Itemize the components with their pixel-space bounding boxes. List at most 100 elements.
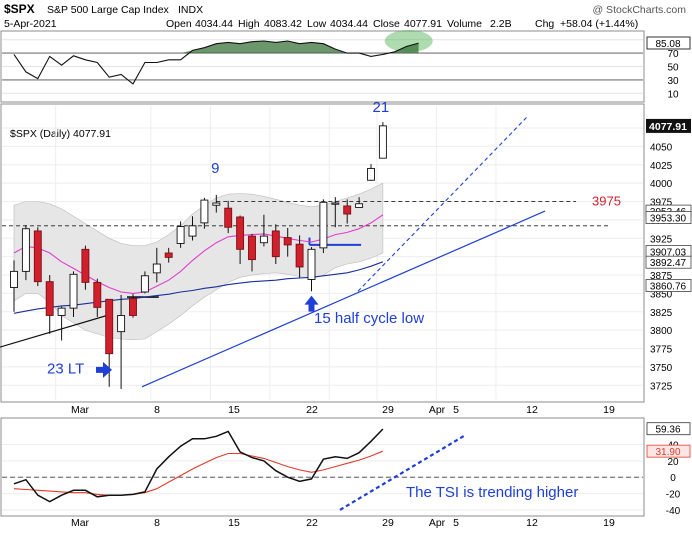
tsi-panel-frame [1, 418, 644, 516]
high-value: 4083.42 [264, 18, 302, 30]
half-cycle-label: 15 half cycle low [314, 310, 424, 327]
x-tick-label-bottom: Apr [429, 517, 446, 529]
price-tick-label: 3725 [650, 381, 673, 392]
price-badge-value: 3860.76 [650, 282, 687, 293]
candle-body [70, 274, 77, 308]
candle-body [130, 299, 137, 316]
candle-body [225, 208, 232, 227]
candle-body [249, 236, 256, 260]
candle-body [296, 244, 303, 267]
price-tick-label: 4000 [650, 179, 673, 190]
tsi-last-value: 59.36 [655, 425, 680, 436]
rsi-tick-label: 50 [667, 63, 679, 74]
price-tick-label: 4050 [650, 142, 673, 153]
exchange: INDX [178, 4, 203, 16]
x-tick-label-bottom: 19 [603, 517, 615, 529]
tsi-panel: -40-2002040The TSI is trending higher59.… [2, 423, 690, 517]
candle-body [284, 238, 291, 245]
candle-body [237, 217, 244, 249]
x-tick-label: 29 [382, 404, 394, 416]
x-tick-label: Mar [71, 404, 90, 416]
candle-body [165, 253, 172, 257]
candle-body [106, 299, 113, 353]
tsi-tick-label: 20 [667, 457, 679, 468]
x-tick-label: 19 [603, 404, 615, 416]
lt-label: 23 LT [47, 361, 84, 378]
rsi-last-value: 85.08 [655, 39, 680, 50]
candle-body [379, 126, 386, 158]
x-tick-label-bottom: Mar [71, 517, 90, 529]
watermark: @ StockCharts.com [592, 4, 686, 16]
price-tick-label: 3775 [650, 345, 673, 356]
low-label: Low [307, 18, 327, 30]
cycle-9-label: 9 [211, 160, 219, 177]
candle-body [58, 308, 65, 315]
candle-body [356, 204, 363, 208]
rsi-tick-label: 70 [667, 49, 679, 60]
volume-label: Volume [447, 18, 482, 30]
change-value: +58.04 (+1.44%) [560, 18, 638, 30]
x-tick-label: 12 [526, 404, 538, 416]
price-panel-title: $SPX (Daily) 4077.91 [10, 128, 111, 140]
x-tick-label-bottom: 22 [306, 517, 318, 529]
volume-value: 2.2B [490, 18, 512, 30]
price-tick-label: 3750 [650, 363, 673, 374]
tsi-tick-label: -20 [666, 490, 681, 501]
index-name: S&P 500 Large Cap Index [47, 4, 170, 16]
x-tick-label: 15 [228, 404, 240, 416]
last-price-value: 4077.91 [649, 121, 687, 133]
candle-body [153, 264, 160, 273]
candle-body [177, 227, 184, 244]
close-value: 4077.91 [404, 18, 442, 30]
candle-body [201, 200, 208, 223]
price-tick-label: 3925 [650, 234, 673, 245]
x-tick-label-bottom: 5 [453, 517, 459, 529]
tsi-annotation: The TSI is trending higher [406, 484, 578, 501]
quote-stats: Open 4034.44 High 4083.42 Low 4034.44 Cl… [166, 18, 638, 30]
tsi-last-value: 31.90 [655, 447, 680, 458]
price-badge-value: 3892.47 [650, 258, 687, 269]
x-tick-label: 5 [453, 404, 459, 416]
candle-body [82, 249, 89, 282]
rsi-overbought-fill [14, 41, 419, 53]
change-label: Chg [535, 18, 554, 30]
rsi-tick-label: 10 [667, 89, 679, 100]
candle-body [260, 236, 267, 243]
close-label: Close [373, 18, 400, 30]
x-tick-label-bottom: 8 [154, 517, 160, 529]
price-tick-label: 3800 [650, 326, 673, 337]
candle-body [332, 203, 339, 204]
candle-body [11, 271, 18, 287]
candle-body [118, 315, 125, 331]
open-value: 4034.44 [195, 18, 233, 30]
quote-date: 5-Apr-2021 [4, 18, 57, 30]
tsi-tick-label: 0 [670, 473, 676, 484]
open-label: Open [166, 18, 192, 30]
x-tick-label: Apr [429, 404, 446, 416]
x-tick-label: 8 [154, 404, 160, 416]
tsi-tick-label: -40 [666, 506, 681, 517]
candle-body [94, 282, 101, 307]
candle-body [189, 226, 196, 236]
low-value: 4034.44 [330, 18, 368, 30]
candle-body [368, 168, 375, 180]
price-tick-label: 4025 [650, 161, 673, 172]
x-tick-label: 22 [306, 404, 318, 416]
rsi-panel: 103050709085.08 [2, 30, 690, 100]
cycle-21-label: 21 [373, 99, 390, 116]
price-badge-value: 3953.30 [650, 213, 687, 224]
candle-body [22, 229, 29, 272]
candle-body [308, 249, 315, 279]
candle-body [34, 231, 41, 282]
x-tick-label-bottom: 12 [526, 517, 538, 529]
tsi-line [14, 429, 383, 502]
symbol: $SPX [4, 2, 35, 16]
price-tick-label: 3825 [650, 308, 673, 319]
candle-body [141, 276, 148, 292]
rsi-tick-label: 30 [667, 76, 679, 87]
x-tick-label-bottom: 29 [382, 517, 394, 529]
resistance-3975-label: 3975 [592, 194, 621, 209]
candle-body [272, 231, 279, 257]
